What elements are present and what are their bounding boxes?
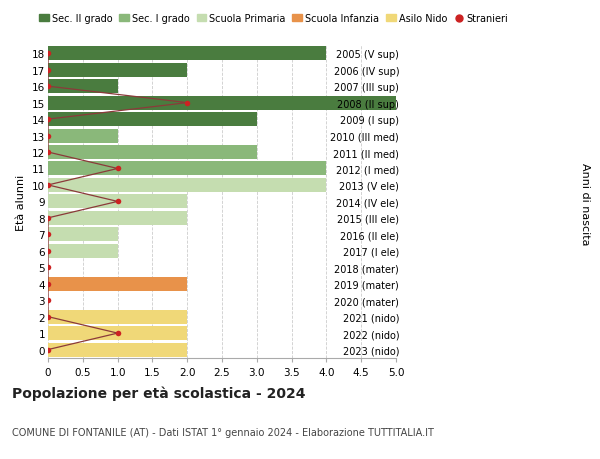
Y-axis label: Età alunni: Età alunni	[16, 174, 26, 230]
Text: Popolazione per età scolastica - 2024: Popolazione per età scolastica - 2024	[12, 386, 305, 400]
Bar	[48, 195, 187, 209]
Bar	[48, 277, 187, 291]
Text: COMUNE DI FONTANILE (AT) - Dati ISTAT 1° gennaio 2024 - Elaborazione TUTTITALIA.: COMUNE DI FONTANILE (AT) - Dati ISTAT 1°…	[12, 427, 434, 437]
Bar	[48, 129, 118, 143]
Bar	[48, 326, 187, 341]
Bar	[48, 162, 326, 176]
Bar	[48, 310, 187, 324]
Bar	[48, 343, 187, 357]
Text: Anni di nascita: Anni di nascita	[580, 163, 590, 246]
Bar	[48, 146, 257, 160]
Bar	[48, 96, 396, 110]
Bar	[48, 113, 257, 127]
Legend: Sec. II grado, Sec. I grado, Scuola Primaria, Scuola Infanzia, Asilo Nido, Stran: Sec. II grado, Sec. I grado, Scuola Prim…	[35, 10, 512, 28]
Bar	[48, 228, 118, 242]
Bar	[48, 47, 326, 61]
Bar	[48, 63, 187, 78]
Bar	[48, 179, 326, 192]
Bar	[48, 212, 187, 225]
Bar	[48, 244, 118, 258]
Bar	[48, 80, 118, 94]
